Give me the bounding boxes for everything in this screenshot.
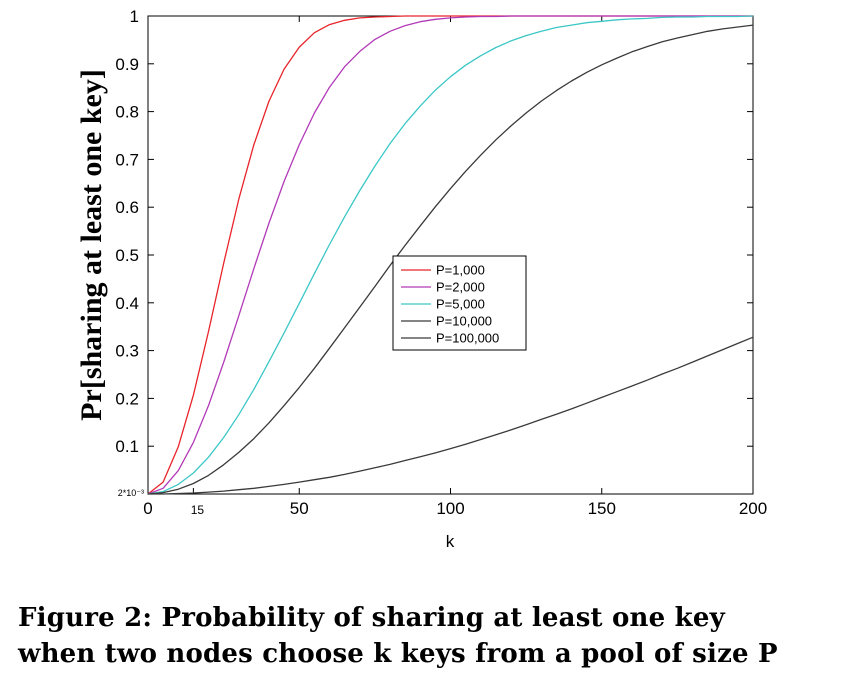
legend-label: P=2,000 (436, 280, 485, 295)
legend-label: P=100,000 (436, 331, 499, 346)
series-line (147, 15, 753, 495)
series-line (147, 15, 753, 495)
x-tick-label-extra: 15 (191, 503, 205, 517)
plot-area-frame (147, 15, 754, 495)
y-tick-label: 0.6 (115, 198, 139, 217)
y-tick-label: 0.1 (115, 437, 139, 456)
figure-caption: Figure 2: Probability of sharing at leas… (0, 600, 846, 672)
x-tick-label: 0 (143, 499, 152, 518)
series-line (148, 336, 754, 495)
x-tick-label: 50 (290, 499, 309, 518)
y-tick-label: 0.5 (115, 246, 139, 265)
caption-line-1: Figure 2: Probability of sharing at leas… (18, 603, 725, 633)
x-axis: 0 50 100 150 200 15 (143, 16, 767, 518)
y-tick-label-extra: 2*10⁻³ (118, 488, 144, 498)
y-tick-label: 0.2 (115, 389, 139, 408)
y-tick-label: 0.9 (115, 55, 139, 74)
x-tick-label: 200 (739, 499, 767, 518)
x-tick-label: 150 (588, 499, 616, 518)
y-axis-label: Pr[sharing at least one key] (75, 69, 108, 421)
series-line (147, 24, 754, 495)
caption-line-2: when two nodes choose k keys from a pool… (18, 639, 778, 669)
y-tick-label: 0.4 (115, 294, 139, 313)
legend-box (392, 255, 527, 351)
legend-label: P=5,000 (436, 297, 485, 312)
x-axis-label: k (446, 532, 455, 551)
legend-label: P=1,000 (436, 263, 485, 278)
y-axis: 0.1 0.2 0.3 0.4 0.5 0.6 0.7 0.8 0.9 1 2*10⁻³ (115, 7, 753, 498)
x-tick-label: 100 (436, 499, 464, 518)
series-line (147, 15, 754, 495)
series-lines (147, 15, 754, 495)
legend: P=1,000 P=2,000 P=5,000 P=10,000 P=100,000 (392, 255, 527, 351)
y-tick-label: 0.3 (115, 342, 139, 361)
legend-label: P=10,000 (436, 314, 492, 329)
y-tick-label: 0.7 (115, 150, 139, 169)
y-tick-label: 1 (130, 7, 139, 26)
y-tick-label: 0.8 (115, 103, 139, 122)
